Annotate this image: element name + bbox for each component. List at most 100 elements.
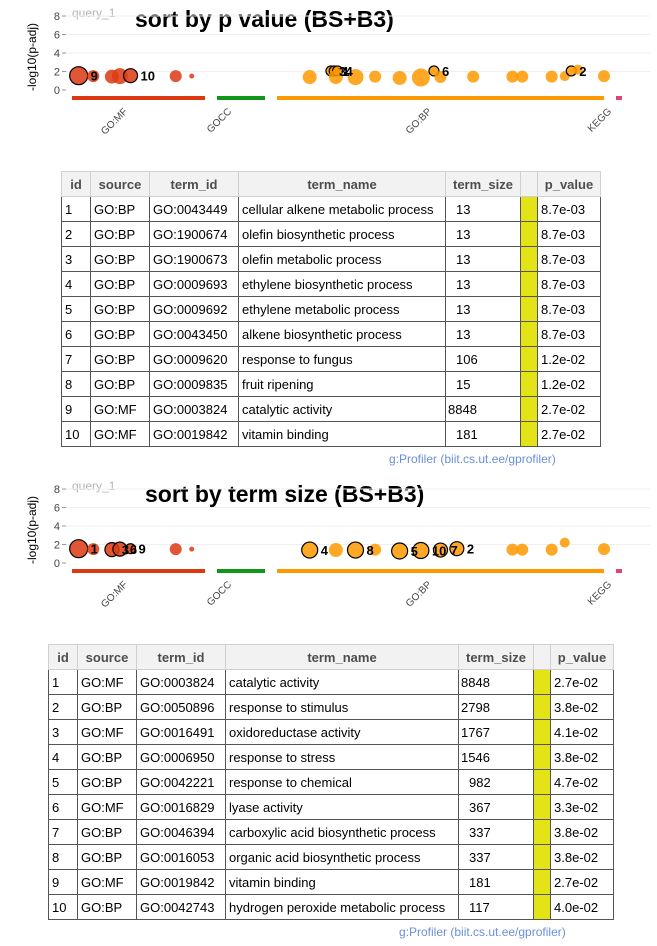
table-row[interactable]: 2 GO:BP GO:0050896 response to stimulus 2798… <box>48 694 614 720</box>
table-row[interactable]: 2 GO:BP GO:1900674 olefin biosynthetic proc… <box>61 221 601 247</box>
data-point[interactable] <box>87 543 100 556</box>
col-header-term-size[interactable]: term_size <box>445 171 521 197</box>
data-point[interactable] <box>506 70 519 83</box>
cell-p-value: 2.7e-02 <box>537 396 601 422</box>
col-header-p-value[interactable]: p_value <box>537 171 601 197</box>
source-bar-gomf <box>72 569 205 573</box>
cell-source: GO:MF <box>77 719 137 745</box>
data-point[interactable] <box>449 541 465 557</box>
col-header-term-id[interactable]: term_id <box>149 171 239 197</box>
data-point[interactable] <box>189 73 195 79</box>
cell-term-id: GO:0009620 <box>149 346 239 372</box>
table-row[interactable]: 8 GO:BP GO:0009835 fruit ripening 15 1.2e-02 <box>61 371 601 397</box>
data-point[interactable] <box>434 71 447 84</box>
data-point[interactable] <box>506 543 519 556</box>
data-point[interactable] <box>598 543 610 556</box>
table-row[interactable]: 10 GO:MF GO:0019842 vitamin binding 181 2.7e-… <box>61 421 601 447</box>
data-point[interactable] <box>69 539 89 559</box>
cell-p-value: 3.8e-02 <box>550 844 614 870</box>
data-point[interactable] <box>559 537 570 548</box>
col-header-id[interactable]: id <box>48 644 78 670</box>
data-point[interactable] <box>122 68 139 84</box>
cell-term-size: 13 <box>445 246 521 272</box>
table-row[interactable]: 6 GO:BP GO:0043450 alkene biosynthetic proc… <box>61 321 601 347</box>
table-row[interactable]: 4 GO:BP GO:0006950 response to stress 1546 3.… <box>48 744 614 770</box>
point-label: 10 <box>141 69 155 84</box>
col-header-source[interactable]: source <box>77 644 137 670</box>
cell-id: 2 <box>48 694 78 720</box>
table-row[interactable]: 8 GO:BP GO:0016053 organic acid biosyntheti… <box>48 844 614 870</box>
significance-bar <box>520 321 538 347</box>
col-header-term-name[interactable]: term_name <box>225 644 459 670</box>
data-point[interactable] <box>347 69 364 86</box>
data-point[interactable] <box>69 66 89 86</box>
data-point[interactable] <box>87 70 100 83</box>
data-point[interactable] <box>369 70 382 83</box>
table-row[interactable]: 1 GO:BP GO:0043449 cellular alkene metaboli… <box>61 196 601 222</box>
data-point[interactable] <box>411 68 430 87</box>
y-tick-label: 4 <box>54 48 60 60</box>
gprofiler-credit[interactable]: g:Profiler (biit.cs.ut.ee/gprofiler) <box>399 925 566 939</box>
data-point[interactable] <box>467 70 480 83</box>
data-point[interactable] <box>516 70 529 83</box>
cell-term-name: oxidoreductase activity <box>225 719 459 745</box>
data-point[interactable] <box>545 70 558 83</box>
cell-term-id: GO:0016053 <box>136 844 226 870</box>
data-point[interactable] <box>124 543 137 555</box>
cell-source: GO:MF <box>77 669 137 695</box>
table-row[interactable]: 3 GO:MF GO:0016491 oxidoreductase activity 1… <box>48 719 614 745</box>
data-point[interactable] <box>169 543 182 556</box>
cell-p-value: 3.8e-02 <box>550 694 614 720</box>
col-header-id[interactable]: id <box>61 171 91 197</box>
data-point[interactable] <box>189 546 195 552</box>
cell-term-id: GO:0042743 <box>136 894 226 920</box>
source-bar-gocc <box>217 569 265 573</box>
data-point[interactable] <box>346 541 365 559</box>
point-label: 4 <box>345 64 353 79</box>
table-row[interactable]: 1 GO:MF GO:0003824 catalytic activity 8848 2.… <box>48 669 614 695</box>
point-label: 5 <box>411 544 418 559</box>
table-row[interactable]: 9 GO:MF GO:0003824 catalytic activity 8848 2.… <box>61 396 601 422</box>
source-bar-gobp <box>277 96 604 100</box>
col-header-term-name[interactable]: term_name <box>238 171 446 197</box>
data-point[interactable] <box>169 70 182 83</box>
gprofiler-credit[interactable]: g:Profiler (biit.cs.ut.ee/gprofiler) <box>389 452 556 466</box>
col-header-term-id[interactable]: term_id <box>136 644 226 670</box>
cell-id: 1 <box>61 196 91 222</box>
table-row[interactable]: 7 GO:BP GO:0046394 carboxylic acid biosynth… <box>48 819 614 845</box>
data-point[interactable] <box>392 70 407 85</box>
data-point[interactable] <box>302 70 317 85</box>
data-point[interactable] <box>412 541 430 560</box>
data-point[interactable] <box>391 542 409 560</box>
cell-term-id: GO:0006950 <box>136 744 226 770</box>
table-row[interactable]: 10 GO:BP GO:0042743 hydrogen peroxide metab… <box>48 894 614 920</box>
col-header-term-size[interactable]: term_size <box>458 644 534 670</box>
data-point[interactable] <box>516 543 529 556</box>
x-tick-label: GO:BP <box>404 579 434 609</box>
table-row[interactable]: 3 GO:BP GO:1900673 olefin metabolic process… <box>61 246 601 272</box>
data-point[interactable] <box>369 543 382 556</box>
data-point[interactable] <box>328 70 343 85</box>
data-point[interactable] <box>545 543 558 556</box>
cell-id: 7 <box>61 346 91 372</box>
data-point[interactable] <box>598 70 610 83</box>
cell-source: GO:BP <box>77 819 137 845</box>
table-row[interactable]: 7 GO:BP GO:0009620 response to fungus 106 1.2… <box>61 346 601 372</box>
data-point[interactable] <box>301 541 319 559</box>
col-header-p-value[interactable]: p_value <box>550 644 614 670</box>
col-header-source[interactable]: source <box>90 171 150 197</box>
cell-p-value: 4.7e-02 <box>550 769 614 795</box>
significance-bar <box>533 719 551 745</box>
table-row[interactable]: 9 GO:MF GO:0019842 vitamin binding 181 2.7e-0… <box>48 869 614 895</box>
cell-term-id: GO:0046394 <box>136 819 226 845</box>
table-row[interactable]: 5 GO:BP GO:0042221 response to chemical 982 4… <box>48 769 614 795</box>
source-bar-gobp <box>277 569 604 573</box>
table-row[interactable]: 4 GO:BP GO:0009693 ethylene biosynthetic pr… <box>61 271 601 297</box>
data-point[interactable] <box>328 543 343 558</box>
table-row[interactable]: 6 GO:MF GO:0016829 lyase activity 367 3.3e-02 <box>48 794 614 820</box>
data-point[interactable] <box>572 64 583 75</box>
cell-source: GO:MF <box>77 869 137 895</box>
data-point[interactable] <box>432 542 449 558</box>
y-tick-label: 6 <box>54 503 60 515</box>
table-row[interactable]: 5 GO:BP GO:0009692 ethylene metabolic proce… <box>61 296 601 322</box>
